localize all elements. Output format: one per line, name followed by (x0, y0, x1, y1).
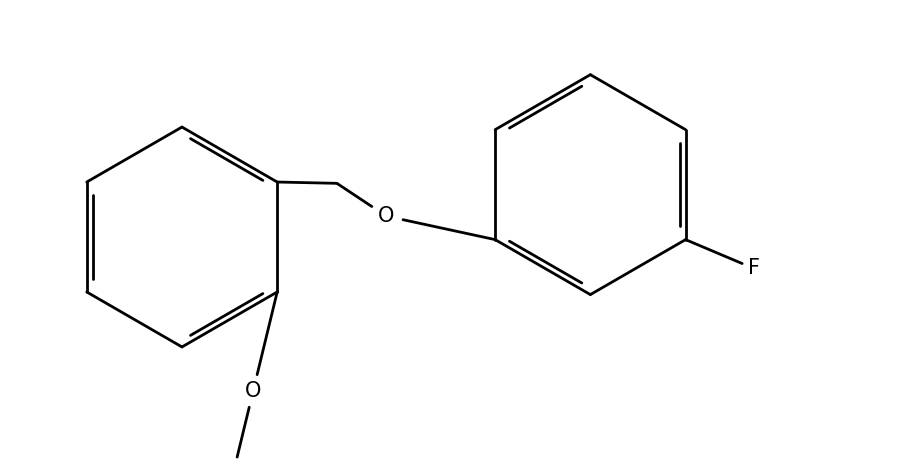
Text: F: F (748, 258, 760, 278)
Text: O: O (378, 206, 394, 226)
Text: O: O (245, 381, 261, 401)
